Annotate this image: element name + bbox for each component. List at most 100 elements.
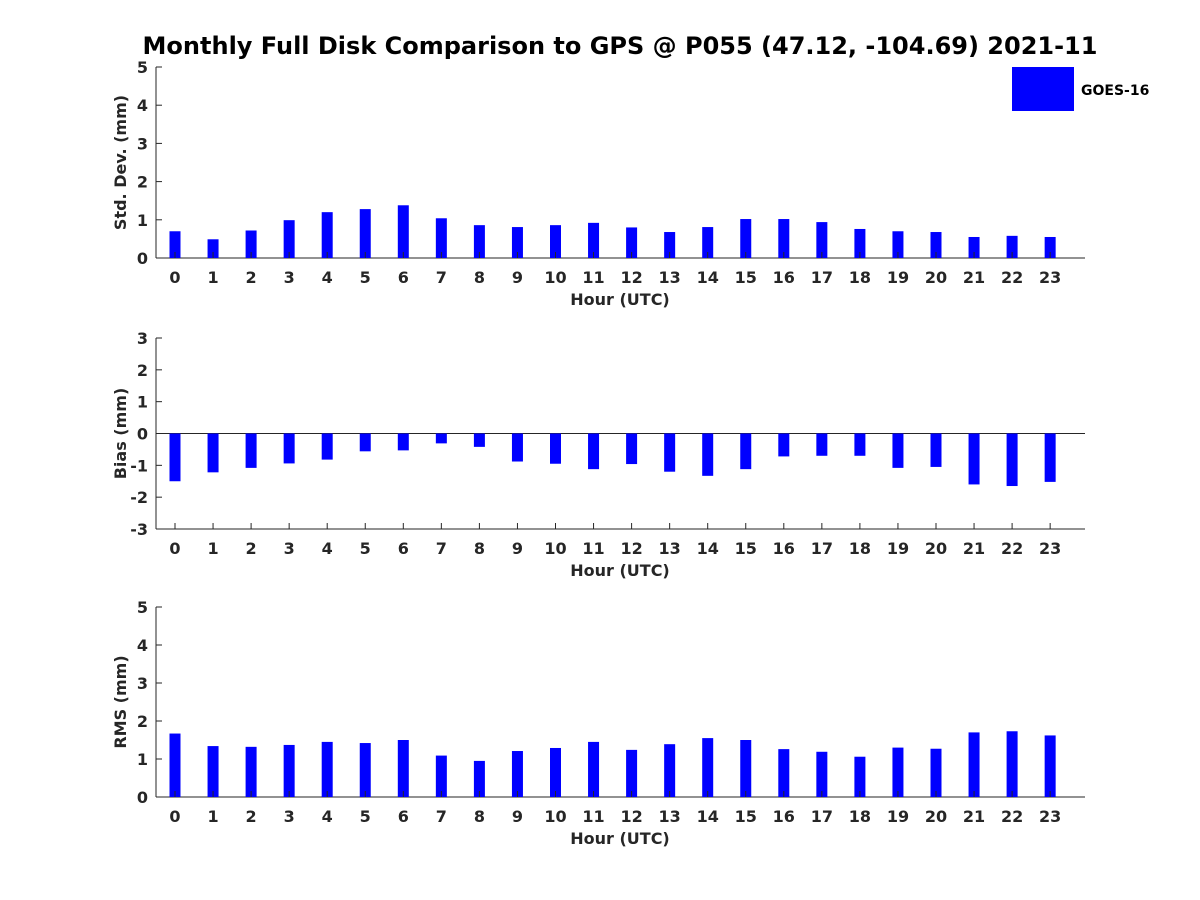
rms-x-tick-label: 9 (512, 807, 523, 826)
bias-bar (778, 433, 790, 457)
rms-bar (854, 756, 866, 797)
rms-x-tick-label: 16 (773, 807, 795, 826)
std-dev-bar (1044, 236, 1056, 258)
bias-bar (169, 433, 181, 482)
std-dev-bar (245, 230, 257, 258)
bias-x-tick-label: 0 (169, 539, 180, 558)
bias-bar (588, 433, 600, 470)
rms-bar (207, 746, 219, 797)
rms-bar (473, 760, 485, 797)
std-dev-x-tick-label: 6 (398, 268, 409, 287)
bias-x-tick-label: 6 (398, 539, 409, 558)
rms-bar (359, 743, 371, 797)
std-dev-x-tick-label: 9 (512, 268, 523, 287)
rms-x-tick-label: 7 (436, 807, 447, 826)
rms-bar (435, 755, 447, 797)
bias-x-tick-label: 18 (849, 539, 871, 558)
bias-bar (626, 433, 638, 465)
bias-x-tick-label: 1 (207, 539, 218, 558)
std-dev-bar (435, 218, 447, 258)
bias-bar (740, 433, 752, 470)
bias-bar (473, 433, 485, 447)
std-dev-x-tick-label: 5 (360, 268, 371, 287)
std-dev-bar (588, 222, 600, 258)
bias-y-tick-label: 2 (137, 361, 148, 380)
rms-x-tick-label: 21 (963, 807, 985, 826)
rms-x-tick-label: 15 (735, 807, 757, 826)
std-dev-x-tick-label: 19 (887, 268, 909, 287)
rms-y-tick-label: 4 (137, 636, 148, 655)
rms-x-tick-label: 2 (246, 807, 257, 826)
rms-bar (1006, 731, 1018, 797)
std-dev-bar (207, 239, 219, 258)
rms-x-tick-label: 18 (849, 807, 871, 826)
rms-x-tick-label: 23 (1039, 807, 1061, 826)
rms-x-tick-label: 22 (1001, 807, 1023, 826)
std-dev-y-tick-label: 1 (137, 211, 148, 230)
bias-bar (930, 433, 942, 467)
bias-x-tick-label: 16 (773, 539, 795, 558)
bias-x-tick-label: 14 (697, 539, 719, 558)
std-dev-y-tick-label: 3 (137, 134, 148, 153)
bias-x-axis-label: Hour (UTC) (570, 561, 670, 580)
bias-x-tick-label: 22 (1001, 539, 1023, 558)
std-dev-bar (740, 219, 752, 258)
bias-x-tick-label: 11 (582, 539, 604, 558)
bias-x-tick-label: 4 (322, 539, 333, 558)
std-dev-x-tick-label: 16 (773, 268, 795, 287)
bias-x-tick-label: 10 (544, 539, 566, 558)
bias-bar (321, 433, 333, 460)
rms-x-tick-label: 20 (925, 807, 947, 826)
rms-bar (321, 741, 333, 797)
bias-bar (702, 433, 714, 476)
rms-x-tick-label: 1 (207, 807, 218, 826)
std-dev-bar (892, 231, 904, 258)
bias-bar (359, 433, 371, 452)
std-dev-x-tick-label: 20 (925, 268, 947, 287)
std-dev-x-tick-label: 12 (620, 268, 642, 287)
std-dev-x-tick-label: 18 (849, 268, 871, 287)
std-dev-bar (664, 232, 676, 258)
bias-bar (550, 433, 561, 464)
rms-bar (930, 748, 942, 797)
std-dev-bar (702, 227, 714, 258)
rms-y-tick-label: 2 (137, 712, 148, 731)
std-dev-bar (930, 232, 942, 258)
std-dev-x-tick-label: 11 (582, 268, 604, 287)
bias-bar (1006, 433, 1018, 487)
rms-bar (816, 751, 828, 797)
std-dev-x-tick-label: 0 (169, 268, 180, 287)
rms-x-tick-label: 13 (659, 807, 681, 826)
rms-y-tick-label: 1 (137, 750, 148, 769)
bias-bar (511, 433, 523, 462)
bias-y-axis-label: Bias (mm) (111, 388, 130, 480)
std-dev-bar (816, 222, 828, 258)
bias-bar (207, 433, 219, 473)
bias-bar (816, 433, 828, 456)
bias-y-tick-label: 3 (137, 329, 148, 348)
legend: GOES-16 (1012, 67, 1149, 111)
bias-bar (968, 433, 980, 485)
std-dev-x-tick-label: 2 (246, 268, 257, 287)
std-dev-x-tick-label: 8 (474, 268, 485, 287)
bias-x-tick-label: 23 (1039, 539, 1061, 558)
rms-x-tick-label: 10 (544, 807, 566, 826)
bias-y-tick-label: 1 (137, 393, 148, 412)
rms-y-tick-label: 0 (137, 788, 148, 807)
bias-bar (892, 433, 904, 468)
legend-swatch (1012, 67, 1074, 111)
std-dev-x-tick-label: 7 (436, 268, 447, 287)
bias-x-tick-label: 12 (620, 539, 642, 558)
bias-y-tick-label: -3 (130, 520, 148, 539)
std-dev-y-tick-label: 0 (137, 249, 148, 268)
std-dev-bar (397, 205, 409, 258)
bias-x-tick-label: 20 (925, 539, 947, 558)
rms-bar (588, 741, 600, 797)
rms-bar (664, 744, 676, 797)
bias-y-tick-label: 0 (137, 425, 148, 444)
std-dev-bar (968, 236, 980, 258)
bias-bar (1044, 433, 1056, 482)
rms-bar (169, 733, 181, 797)
